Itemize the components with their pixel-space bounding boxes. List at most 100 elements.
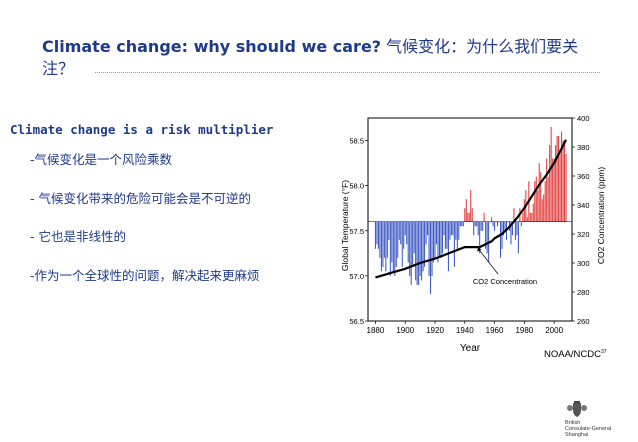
bullet-item: - 气候变化带来的危险可能会是不可逆的 — [30, 191, 251, 206]
crest-text: Consulate-General — [565, 426, 612, 432]
temperature-bar — [376, 221, 378, 245]
y-right-tick-label: 320 — [577, 230, 590, 239]
annotation-arrow — [477, 248, 499, 275]
temperature-bar — [377, 221, 379, 249]
y-left-tick-label: 56.5 — [349, 317, 364, 326]
temperature-bar — [453, 221, 455, 267]
temperature-bar — [529, 212, 531, 222]
temperature-bar — [456, 221, 458, 249]
temperature-bar — [450, 221, 452, 236]
annotation-arrowhead — [477, 246, 482, 252]
temperature-bar — [550, 127, 552, 222]
temperature-bar — [452, 221, 454, 236]
plot-frame — [367, 117, 573, 322]
x-tick-label: 1960 — [486, 326, 504, 335]
temperature-bar — [413, 221, 415, 254]
temperature-bar — [552, 158, 554, 222]
temperature-bar — [541, 199, 543, 222]
temperature-bar — [391, 221, 393, 263]
temperature-bar — [522, 212, 524, 222]
temperature-bar — [482, 221, 484, 231]
bullet-item: -作为一个全球性的问题，解决起来更麻烦 — [30, 268, 260, 283]
y-right-tick-label: 380 — [577, 143, 590, 152]
temperature-bar — [449, 221, 451, 240]
temperature-bar — [401, 221, 403, 267]
temperature-bar — [410, 221, 412, 285]
x-tick-label: 2000 — [545, 326, 563, 335]
temperature-bar — [511, 221, 513, 236]
temperature-bar — [474, 221, 476, 227]
temperature-bar — [502, 221, 505, 236]
temperature-bar — [430, 221, 432, 294]
temperature-bar — [444, 221, 446, 249]
y-right-tick-label: 300 — [577, 259, 590, 268]
temperature-bar — [421, 221, 423, 281]
section-subtitle: Climate change is a risk multiplier — [10, 122, 274, 137]
y-left-axis-label: Global Temperature (°F) — [340, 180, 350, 271]
temperature-bar — [544, 181, 546, 222]
temperature-bar — [415, 221, 417, 281]
temperature-bar — [483, 212, 485, 222]
temperature-bar — [543, 194, 545, 222]
temperature-bar — [382, 221, 384, 267]
temperature-bar — [385, 221, 387, 272]
temperature-bar — [500, 221, 502, 258]
temperature-bar — [374, 221, 376, 249]
temperature-bar — [395, 221, 397, 267]
consulate-logo: British Consulate-General Shanghai — [565, 400, 629, 440]
temperature-bar — [431, 221, 433, 276]
y-right-tick-label: 400 — [577, 114, 590, 123]
crest-text: British — [565, 420, 581, 426]
temperature-bar — [467, 212, 469, 222]
y-left-tick-label: 58.5 — [349, 137, 364, 146]
temperature-bar — [553, 158, 555, 222]
temperature-bar — [432, 221, 435, 263]
temperature-bar — [386, 221, 388, 258]
temperature-bar — [540, 172, 542, 222]
x-tick-label: 1900 — [396, 326, 414, 335]
temperature-bar — [477, 221, 479, 236]
temperature-bar — [555, 145, 557, 222]
temperature-bar — [531, 212, 533, 222]
temperature-bar — [407, 221, 409, 263]
temperature-bar — [425, 221, 427, 245]
source-text: NOAA/NCDC — [544, 349, 602, 361]
x-axis-label: Year — [460, 343, 481, 354]
temperature-bar — [447, 221, 449, 272]
temperature-bar — [455, 221, 457, 240]
x-tick-label: 1940 — [456, 326, 474, 335]
temperature-bar — [424, 221, 426, 267]
y-right-tick-label: 340 — [577, 201, 590, 210]
temperature-bar — [485, 221, 487, 249]
temperature-bar — [486, 221, 488, 254]
temperature-bar — [418, 221, 420, 285]
temperature-bar — [458, 221, 460, 240]
temperature-bar — [389, 221, 391, 276]
temperature-bar — [398, 221, 400, 240]
slide-title: Climate change: why should we care? 气候变化… — [42, 36, 602, 80]
co2-annotation: CO2 Concentration — [473, 277, 537, 286]
source-footnote: 37 — [601, 349, 607, 355]
temperature-bar — [556, 136, 558, 222]
temperature-bar — [440, 221, 442, 258]
y-right-tick-label: 360 — [577, 172, 590, 181]
source-credit: NOAA/NCDC37 — [544, 349, 607, 360]
temperature-bar — [412, 221, 414, 267]
temperature-bar — [403, 221, 405, 249]
temperature-bar — [471, 208, 473, 222]
temperature-bar — [473, 221, 475, 236]
temperature-bar — [564, 140, 566, 222]
slide-title-en: Climate change: why should we care? — [42, 37, 382, 56]
temperature-bar — [427, 221, 429, 236]
temperature-bar — [461, 221, 463, 227]
temperature-bar — [437, 221, 439, 263]
slide-title-zh: 气候变化：为什么我们要关注？ — [42, 37, 579, 78]
temperature-bar — [510, 221, 512, 245]
temperature-bar — [559, 149, 561, 222]
temperature-bar — [434, 221, 436, 258]
temperature-bar — [561, 131, 563, 222]
temperature-bar — [443, 221, 445, 236]
temperature-bar — [394, 221, 396, 276]
temperature-bar — [476, 221, 478, 227]
